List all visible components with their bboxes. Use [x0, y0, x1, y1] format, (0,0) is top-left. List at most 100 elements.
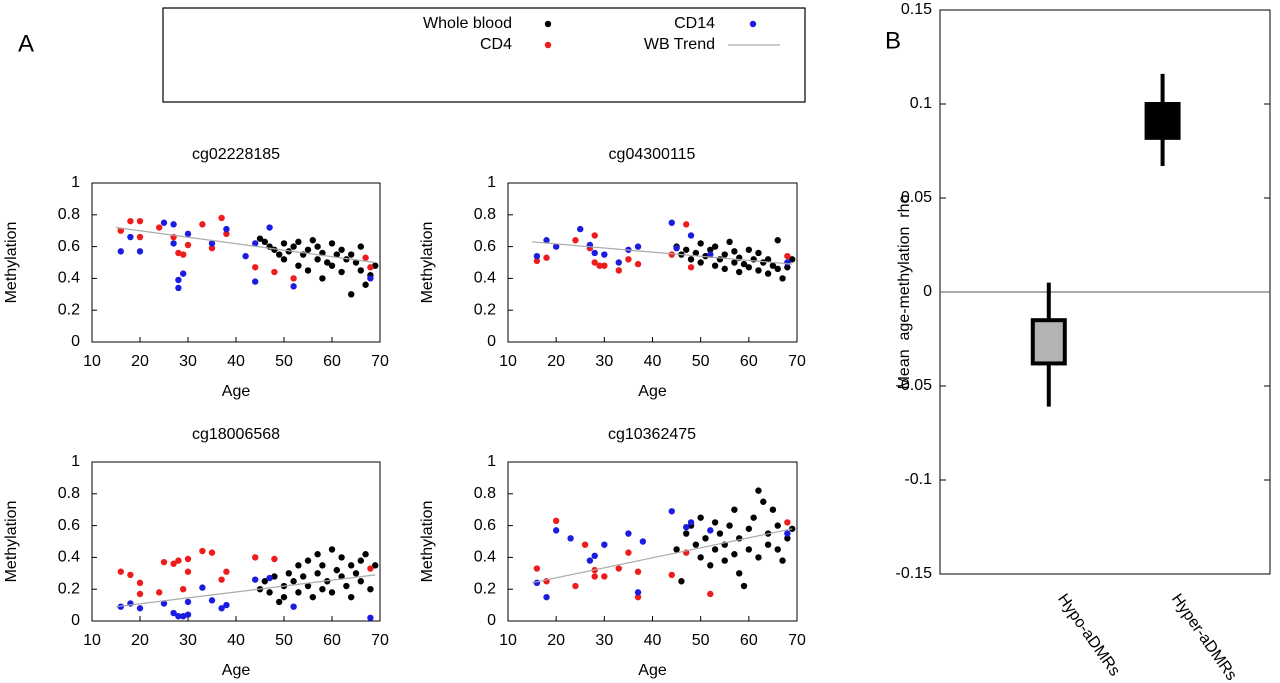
x-tick-label: 30 [595, 353, 613, 370]
data-point [591, 232, 598, 239]
data-point [199, 547, 206, 555]
data-point [533, 565, 541, 572]
x-axis-label: Age [638, 383, 667, 400]
trend-line [532, 241, 793, 265]
data-point [697, 240, 704, 247]
y-tick-label: 0.2 [58, 580, 80, 597]
data-point [736, 570, 743, 577]
data-point [223, 568, 230, 575]
chart-title: cg02228185 [192, 146, 280, 163]
data-point [156, 224, 163, 231]
data-point [716, 530, 724, 537]
data-point [357, 557, 364, 564]
x-tick-label: 50 [692, 353, 710, 370]
data-point [319, 586, 326, 593]
data-point [252, 554, 259, 561]
data-point [634, 243, 642, 250]
data-point [779, 275, 786, 282]
x-tick-label: 60 [323, 353, 341, 370]
y-tick-label: 0 [71, 333, 80, 350]
chart-title: cg10362475 [608, 426, 696, 443]
x-tick-label: 70 [788, 353, 806, 370]
x-tick-label: 20 [547, 353, 565, 370]
data-point [304, 557, 312, 564]
data-point [338, 268, 345, 276]
data-point [304, 267, 312, 274]
data-point [290, 578, 297, 585]
data-point [543, 254, 550, 261]
data-point [683, 523, 690, 531]
data-point [697, 259, 704, 266]
x-tick-label: 40 [644, 353, 662, 370]
data-point [726, 238, 733, 246]
data-point [784, 264, 791, 271]
y-tick-label: 0 [71, 612, 80, 629]
data-point [266, 574, 273, 582]
y-axis-label: Methylation [3, 222, 20, 304]
y-tick-label: 0 [923, 283, 932, 300]
data-point [304, 582, 312, 590]
y-tick-label: 1 [71, 453, 80, 470]
data-point [300, 573, 307, 580]
data-point [774, 522, 781, 529]
chart-title: cg04300115 [609, 146, 696, 163]
data-point [218, 214, 225, 222]
data-point [314, 551, 321, 558]
y-tick-label: 0.6 [58, 517, 80, 534]
data-point [184, 568, 192, 575]
y-tick-label: 0.2 [474, 301, 496, 318]
data-point [586, 557, 594, 564]
data-point [252, 278, 259, 285]
y-tick-label: 0.2 [58, 301, 80, 318]
data-point [208, 240, 216, 247]
data-point [352, 259, 360, 266]
data-point [639, 538, 647, 545]
data-point [314, 243, 321, 250]
data-point [707, 527, 714, 534]
x-tick-label: 20 [131, 632, 149, 649]
data-point [357, 267, 364, 274]
data-point [784, 530, 791, 537]
data-point [668, 251, 675, 258]
data-point [707, 590, 714, 598]
data-point [136, 248, 144, 255]
data-point [764, 270, 772, 277]
x-tick-label: 10 [499, 353, 517, 370]
data-point [673, 244, 680, 252]
data-point [127, 217, 134, 225]
data-point [764, 541, 772, 548]
data-point [740, 582, 748, 590]
y-tick-label: 0 [487, 333, 496, 350]
data-point [711, 243, 719, 250]
y-tick-label: 0.8 [474, 485, 496, 502]
data-point [615, 267, 622, 274]
data-point [180, 270, 187, 277]
x-tick-label: 60 [323, 632, 341, 649]
data-point [338, 573, 345, 580]
x-axis-label: Age [638, 662, 667, 679]
data-point [309, 593, 316, 601]
x-tick-label: 70 [371, 632, 389, 649]
data-point [261, 578, 268, 585]
data-point [180, 613, 187, 620]
data-point [774, 237, 781, 244]
data-point [136, 579, 144, 587]
data-point [242, 252, 249, 260]
data-point [266, 589, 273, 596]
data-point [252, 576, 259, 583]
data-point [357, 578, 364, 585]
y-tick-label: -0.15 [896, 565, 933, 582]
data-point [745, 246, 753, 253]
data-point [615, 565, 622, 572]
box [1144, 102, 1181, 140]
y-axis-label: Mean age-methylation rho [896, 195, 913, 390]
data-point [328, 589, 336, 596]
data-point [348, 562, 355, 569]
data-point [601, 573, 608, 580]
data-point [367, 586, 374, 593]
data-point [634, 593, 642, 601]
data-point [552, 243, 560, 250]
data-point [223, 225, 230, 233]
data-point [170, 240, 177, 247]
plot-frame [91, 461, 381, 622]
